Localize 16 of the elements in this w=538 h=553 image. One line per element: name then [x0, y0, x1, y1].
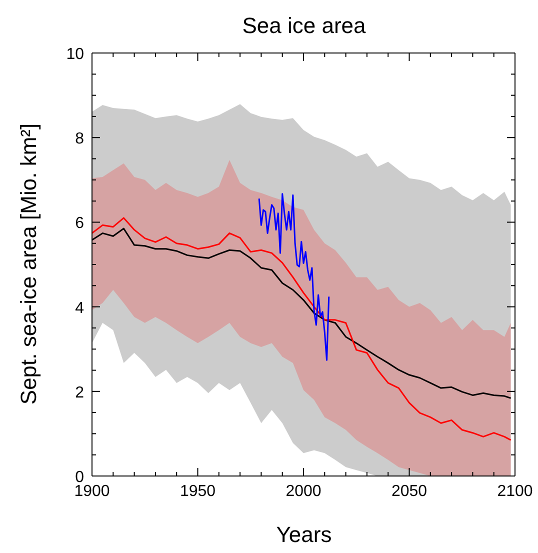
x-tick-label: 2100: [497, 483, 533, 500]
x-tick-label: 1950: [180, 483, 216, 500]
x-axis-title: Years: [276, 522, 332, 547]
chart-title: Sea ice area: [242, 13, 367, 38]
line-series: [258, 193, 330, 361]
x-tick-label: 2050: [391, 483, 428, 500]
y-axis-title: Sept. sea-ice area [Mio. km²]: [16, 123, 41, 405]
x-tick-label: 2000: [286, 483, 322, 500]
y-tick-label: 10: [66, 46, 84, 63]
x-tick-label: 1900: [74, 483, 110, 500]
line-series: [92, 217, 512, 441]
y-tick-label: 0: [75, 469, 84, 486]
y-tick-label: 2: [75, 384, 84, 402]
y-tick-label: 8: [75, 130, 84, 148]
y-tick-label: 4: [75, 300, 84, 317]
y-tick-label: 6: [75, 215, 84, 232]
